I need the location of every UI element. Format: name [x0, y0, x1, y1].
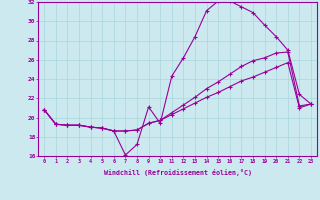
- X-axis label: Windchill (Refroidissement éolien,°C): Windchill (Refroidissement éolien,°C): [104, 169, 252, 176]
